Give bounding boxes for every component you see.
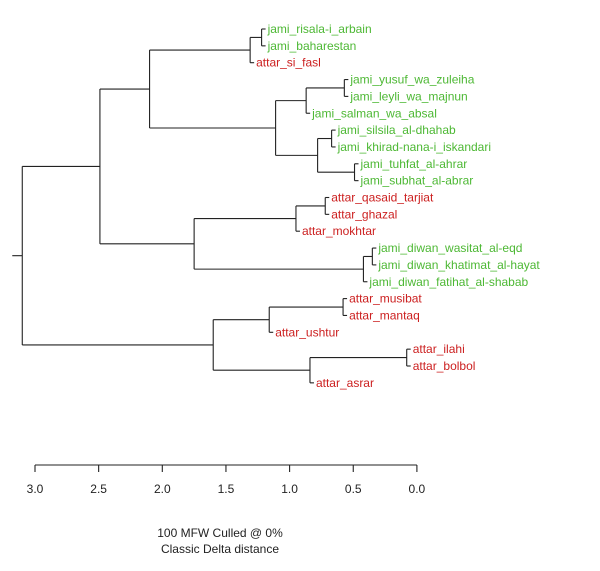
leaf-label-attar_bolbol: attar_bolbol [413, 359, 476, 373]
leaf-label-attar_ilahi: attar_ilahi [413, 342, 465, 356]
axis-tick-label: 3.0 [27, 482, 44, 496]
leaf-label-attar_ghazal: attar_ghazal [331, 207, 397, 221]
caption-distance: Classic Delta distance [160, 542, 280, 556]
leaf-label-jami_baharestan: jami_baharestan [267, 39, 357, 53]
leaf-labels: jami_risala-i_arbain jami_baharestanattar… [256, 22, 540, 390]
axis-tick-label: 1.5 [218, 482, 235, 496]
leaf-label-jami_risala-i_arbain: jami_risala-i_arbain [267, 22, 372, 36]
leaf-label-jami_tuhfat_al-ahrar: jami_tuhfat_al-ahrar [360, 157, 468, 171]
leaf-label-attar_qasaid_tarjiat: attar_qasaid_tarjiat [331, 191, 434, 205]
leaf-label-jami_yusuf_wa_zuleiha: jami_yusuf_wa_zuleiha [349, 73, 474, 87]
leaf-label-jami_silsila_al-dhahab: jami_silsila_al-dhahab [337, 123, 456, 137]
leaf-label-jami_leyli_wa_majnun: jami_leyli_wa_majnun [349, 89, 467, 103]
leaf-label-jami_diwan_wasitat_al-eqd: jami_diwan_wasitat_al-eqd [377, 241, 522, 255]
leaf-label-attar_si_fasl: attar_si_fasl [256, 56, 321, 70]
leaf-label-jami_salman_wa_absal: jami_salman_wa_absal [311, 106, 437, 120]
axis-tick-label: 2.0 [154, 482, 171, 496]
leaf-label-jami_subhat_al-abrar: jami_subhat_al-abrar [360, 174, 474, 188]
leaf-label-attar_mantaq: attar_mantaq [349, 308, 420, 322]
distance-axis: 3.0 2.5 2.0 1.5 1.0 0.5 0.0 [27, 464, 426, 496]
dendrogram-branches [12, 28, 411, 384]
leaf-label-jami_khirad-nana-i_iskandari: jami_khirad-nana-i_iskandari [337, 140, 491, 154]
axis-tick-label: 2.5 [90, 482, 107, 496]
caption-mfw: 100 MFW Culled @ 0% [157, 526, 283, 540]
leaf-label-attar_mokhtar: attar_mokhtar [302, 224, 376, 238]
leaf-label-jami_diwan_khatimat_al-hayat: jami_diwan_khatimat_al-hayat [377, 258, 540, 272]
leaf-label-attar_musibat: attar_musibat [349, 292, 422, 306]
axis-tick-label: 0.0 [409, 482, 426, 496]
axis-tick-label: 0.5 [345, 482, 362, 496]
axis-tick-label: 1.0 [281, 482, 298, 496]
leaf-label-attar_ushtur: attar_ushtur [275, 325, 339, 339]
leaf-label-attar_asrar: attar_asrar [316, 376, 374, 390]
leaf-label-jami_diwan_fatihat_al-shabab: jami_diwan_fatihat_al-shabab [368, 275, 528, 289]
